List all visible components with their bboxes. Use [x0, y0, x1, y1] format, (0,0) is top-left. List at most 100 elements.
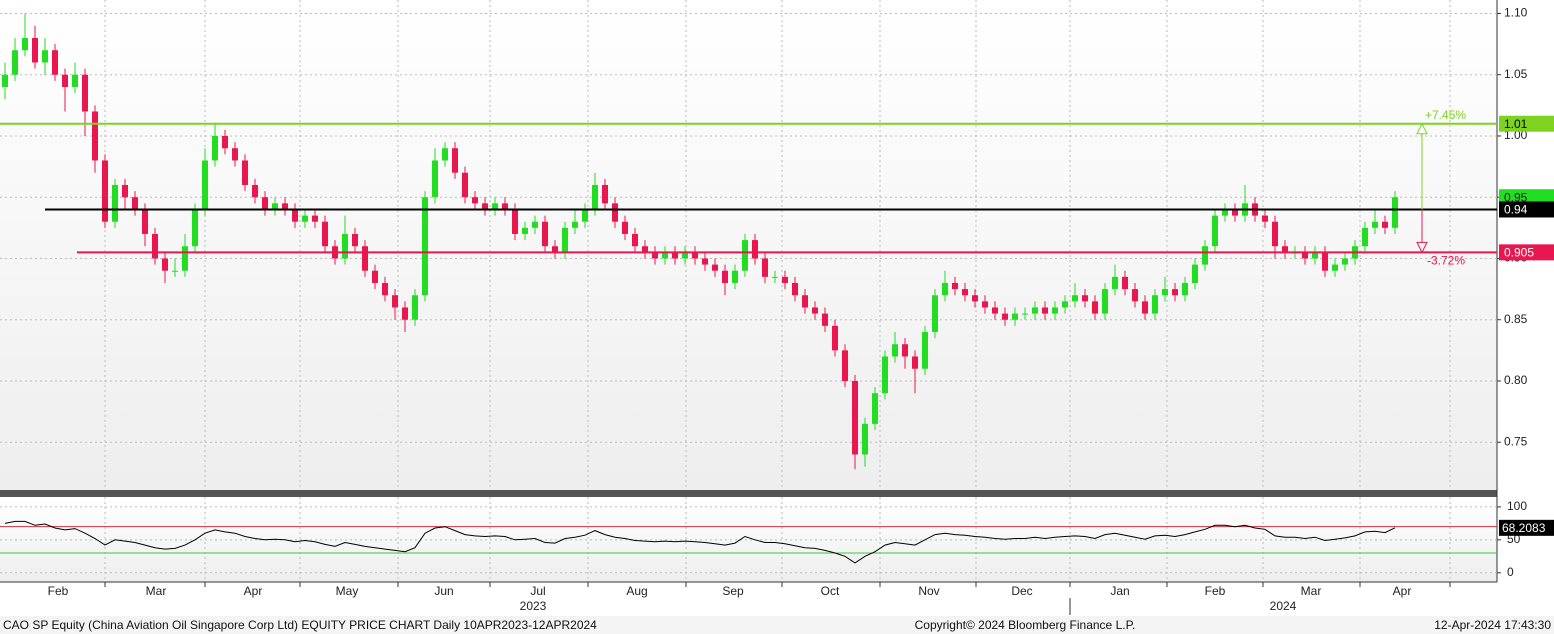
x-tick-label: Mar	[1301, 584, 1322, 598]
candle-body	[322, 221, 328, 247]
candle-body	[132, 197, 138, 210]
candle-body	[1012, 313, 1018, 320]
candle-body	[472, 197, 478, 204]
candle-body	[1182, 282, 1188, 296]
x-tick-label: Dec	[1011, 584, 1032, 598]
annotation: +7.45%	[1425, 108, 1466, 122]
candle-body	[492, 203, 498, 210]
rsi-line	[4, 520, 1396, 564]
candle-body	[842, 350, 848, 381]
candle-body	[452, 148, 458, 173]
candle-body	[1212, 215, 1218, 247]
level-box	[1499, 244, 1554, 261]
candle-body	[802, 295, 808, 308]
candle-body	[1002, 313, 1008, 320]
candle-body	[1382, 221, 1388, 228]
year-label: 2024	[1270, 599, 1297, 613]
candle-body	[462, 172, 468, 198]
last-price-label: 0.95	[1504, 190, 1528, 204]
candle-body	[282, 203, 288, 210]
y-tick-label: 1.05	[1504, 67, 1528, 81]
x-tick-label: Nov	[918, 584, 939, 598]
candle-body	[602, 184, 608, 204]
candle-body	[682, 252, 688, 259]
y-tick-label: 0	[1507, 565, 1514, 579]
candle-body	[722, 270, 728, 283]
rsi-label: 68.2083	[1502, 521, 1546, 535]
candle-body	[382, 282, 388, 296]
candle-body	[162, 258, 168, 271]
x-tick-label: Sep	[722, 584, 744, 598]
candle-body	[1202, 246, 1208, 265]
candle-body	[352, 233, 358, 247]
up-arrow-head	[1416, 122, 1428, 135]
candle-body	[32, 37, 38, 63]
candle-body	[822, 313, 828, 326]
candle-body	[502, 203, 508, 210]
candle-body	[442, 148, 448, 161]
candle-body	[612, 203, 618, 222]
y-tick-label: 100	[1507, 499, 1527, 513]
candle-body	[652, 252, 658, 259]
candle-body	[552, 246, 558, 253]
candle-body	[42, 50, 48, 63]
candle-body	[1042, 307, 1048, 314]
candle-body	[1102, 289, 1108, 314]
candle-body	[882, 356, 888, 394]
candle-body	[522, 227, 528, 234]
candle-body	[242, 160, 248, 185]
candle-body	[1312, 252, 1318, 259]
level-label: 0.905	[1504, 246, 1534, 260]
candle-body	[872, 393, 878, 424]
x-tick-label: Feb	[48, 584, 69, 598]
x-tick-label: Feb	[1205, 584, 1226, 598]
rsi-panel	[0, 497, 1497, 582]
candle-body	[1132, 289, 1138, 302]
year-label: 2023	[520, 599, 547, 613]
candle-body	[1332, 264, 1338, 271]
candle-body	[892, 344, 898, 357]
y-tick-label: 0.80	[1504, 373, 1528, 387]
x-tick-label: Mar	[146, 584, 167, 598]
candle-body	[772, 276, 778, 278]
candle-body	[1192, 264, 1198, 283]
candle-body	[92, 111, 98, 161]
candle-body	[1172, 289, 1178, 296]
y-tick-label: 0.75	[1504, 434, 1528, 448]
footer-right: 12-Apr-2024 17:43:30	[1434, 618, 1551, 632]
x-tick-label: Jan	[1110, 584, 1129, 598]
annotation: -3.72%	[1427, 254, 1465, 268]
candle-body	[1372, 221, 1378, 228]
price-panel	[0, 0, 1497, 490]
candle-body	[692, 252, 698, 259]
candle-body	[782, 276, 788, 283]
candle-body	[742, 240, 748, 271]
candle-body	[372, 270, 378, 283]
level-box	[1499, 115, 1554, 132]
footer-bar	[0, 616, 1554, 634]
candle-body	[1062, 301, 1068, 308]
candle-body	[962, 289, 968, 296]
candle-body	[12, 50, 18, 75]
candle-body	[1362, 227, 1368, 247]
candle-body	[22, 37, 28, 51]
candle-body	[672, 252, 678, 259]
candle-body	[102, 160, 108, 222]
candle-body	[812, 307, 818, 314]
candle-body	[922, 331, 928, 369]
candle-body	[562, 227, 568, 253]
rsi-label-box	[1499, 519, 1554, 536]
candle-body	[1022, 313, 1028, 315]
candle-body	[1032, 307, 1038, 314]
candle-body	[1322, 252, 1328, 271]
candle-body	[642, 246, 648, 253]
level-label: 1.01	[1504, 117, 1528, 131]
candle-body	[912, 356, 918, 369]
x-tick-label: Jul	[530, 584, 545, 598]
candle-body	[1232, 209, 1238, 216]
candle-body	[182, 246, 188, 271]
candle-body	[1122, 276, 1128, 290]
candle-body	[202, 160, 208, 210]
x-tick-label: Oct	[821, 584, 840, 598]
